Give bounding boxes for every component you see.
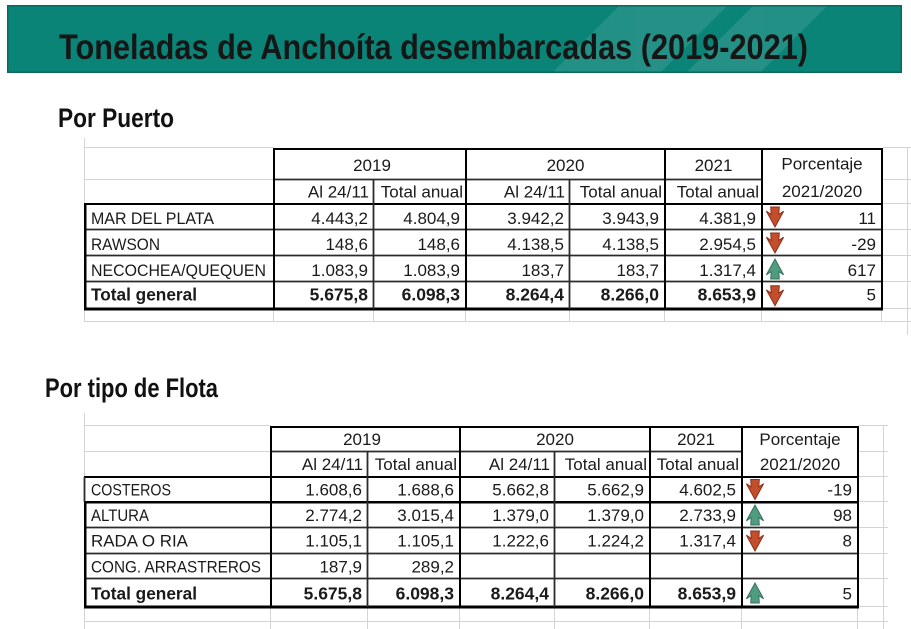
svg-text:98: 98 xyxy=(833,506,852,525)
svg-text:8.653,9: 8.653,9 xyxy=(698,285,757,305)
svg-text:1.317,4: 1.317,4 xyxy=(699,261,756,280)
svg-text:617: 617 xyxy=(848,261,876,280)
svg-text:8.264,4: 8.264,4 xyxy=(491,584,550,604)
svg-text:Al 24/11: Al 24/11 xyxy=(489,455,550,474)
svg-text:Total anual: Total anual xyxy=(375,455,457,474)
svg-text:148,6: 148,6 xyxy=(417,235,460,254)
svg-text:1.105,1: 1.105,1 xyxy=(397,532,454,551)
svg-text:148,6: 148,6 xyxy=(325,235,368,254)
svg-text:4.381,9: 4.381,9 xyxy=(699,209,756,228)
svg-text:Al 24/11: Al 24/11 xyxy=(302,455,363,474)
svg-text:CONG. ARRASTREROS: CONG. ARRASTREROS xyxy=(91,558,261,577)
svg-text:2.774,2: 2.774,2 xyxy=(305,506,362,525)
svg-text:Por tipo de Flota: Por tipo de Flota xyxy=(45,373,219,403)
svg-text:5.662,8: 5.662,8 xyxy=(492,481,549,500)
svg-text:6.098,3: 6.098,3 xyxy=(396,584,455,604)
svg-text:5.675,8: 5.675,8 xyxy=(304,584,363,604)
svg-text:1.105,1: 1.105,1 xyxy=(305,532,362,551)
svg-text:1.317,4: 1.317,4 xyxy=(679,532,736,551)
svg-text:Total general: Total general xyxy=(91,285,197,305)
svg-text:Al 24/11: Al 24/11 xyxy=(308,183,369,202)
svg-text:1.379,0: 1.379,0 xyxy=(587,506,644,525)
svg-text:2.954,5: 2.954,5 xyxy=(699,235,756,254)
svg-text:2020: 2020 xyxy=(547,156,585,175)
svg-text:1.083,9: 1.083,9 xyxy=(311,261,368,280)
svg-text:8.266,0: 8.266,0 xyxy=(601,285,660,305)
svg-text:1.688,6: 1.688,6 xyxy=(397,481,454,500)
svg-text:8.266,0: 8.266,0 xyxy=(586,584,645,604)
svg-text:187,9: 187,9 xyxy=(319,558,362,577)
svg-text:1.083,9: 1.083,9 xyxy=(403,261,460,280)
svg-text:Por Puerto: Por Puerto xyxy=(58,103,174,133)
svg-text:3.942,2: 3.942,2 xyxy=(507,209,564,228)
svg-text:RAWSON: RAWSON xyxy=(91,235,160,254)
svg-text:2020: 2020 xyxy=(536,430,574,449)
svg-text:2021/2020: 2021/2020 xyxy=(760,455,840,474)
svg-text:NECOCHEA/QUEQUEN: NECOCHEA/QUEQUEN xyxy=(91,261,266,280)
svg-text:ALTURA: ALTURA xyxy=(91,506,150,525)
svg-text:4.138,5: 4.138,5 xyxy=(602,235,659,254)
svg-text:4.138,5: 4.138,5 xyxy=(507,235,564,254)
svg-text:3.015,4: 3.015,4 xyxy=(397,506,454,525)
svg-text:RADA O RIA: RADA O RIA xyxy=(91,532,189,551)
svg-text:5.675,8: 5.675,8 xyxy=(310,285,369,305)
svg-text:1.224,2: 1.224,2 xyxy=(587,532,644,551)
svg-text:Porcentaje: Porcentaje xyxy=(759,430,840,449)
svg-text:2019: 2019 xyxy=(353,156,391,175)
svg-text:183,7: 183,7 xyxy=(616,261,659,280)
svg-text:11: 11 xyxy=(858,209,876,228)
svg-text:Total anual: Total anual xyxy=(565,455,647,474)
svg-text:4.602,5: 4.602,5 xyxy=(679,481,736,500)
svg-text:2021: 2021 xyxy=(677,430,715,449)
svg-text:Al 24/11: Al 24/11 xyxy=(504,183,565,202)
svg-text:2.733,9: 2.733,9 xyxy=(679,506,736,525)
svg-text:5: 5 xyxy=(867,286,876,305)
svg-text:Total anual: Total anual xyxy=(580,183,662,202)
svg-text:2019: 2019 xyxy=(343,430,381,449)
svg-text:MAR DEL PLATA: MAR DEL PLATA xyxy=(91,209,215,228)
svg-text:COSTEROS: COSTEROS xyxy=(91,481,171,500)
svg-text:2021: 2021 xyxy=(695,156,733,175)
svg-text:1.222,6: 1.222,6 xyxy=(492,532,549,551)
svg-text:8: 8 xyxy=(843,532,852,551)
svg-text:Total anual: Total anual xyxy=(381,183,463,202)
svg-text:4.443,2: 4.443,2 xyxy=(311,209,368,228)
svg-text:Porcentaje: Porcentaje xyxy=(781,155,862,174)
svg-text:1.608,6: 1.608,6 xyxy=(305,481,362,500)
svg-text:Total general: Total general xyxy=(91,584,197,604)
svg-text:1.379,0: 1.379,0 xyxy=(492,506,549,525)
svg-text:2021/2020: 2021/2020 xyxy=(782,182,862,201)
svg-text:289,2: 289,2 xyxy=(411,558,454,577)
svg-text:Toneladas de Anchoíta desembar: Toneladas de Anchoíta desembarcadas (201… xyxy=(59,28,808,67)
svg-text:3.943,9: 3.943,9 xyxy=(602,209,659,228)
svg-text:4.804,9: 4.804,9 xyxy=(403,209,460,228)
svg-text:8.264,4: 8.264,4 xyxy=(506,285,565,305)
svg-text:6.098,3: 6.098,3 xyxy=(402,285,461,305)
svg-text:Total anual: Total anual xyxy=(677,183,759,202)
svg-text:-19: -19 xyxy=(827,481,852,500)
svg-text:183,7: 183,7 xyxy=(521,261,564,280)
svg-text:-29: -29 xyxy=(851,235,876,254)
svg-text:5: 5 xyxy=(843,585,852,604)
svg-text:8.653,9: 8.653,9 xyxy=(678,584,737,604)
svg-text:5.662,9: 5.662,9 xyxy=(587,481,644,500)
svg-text:Total anual: Total anual xyxy=(657,455,739,474)
